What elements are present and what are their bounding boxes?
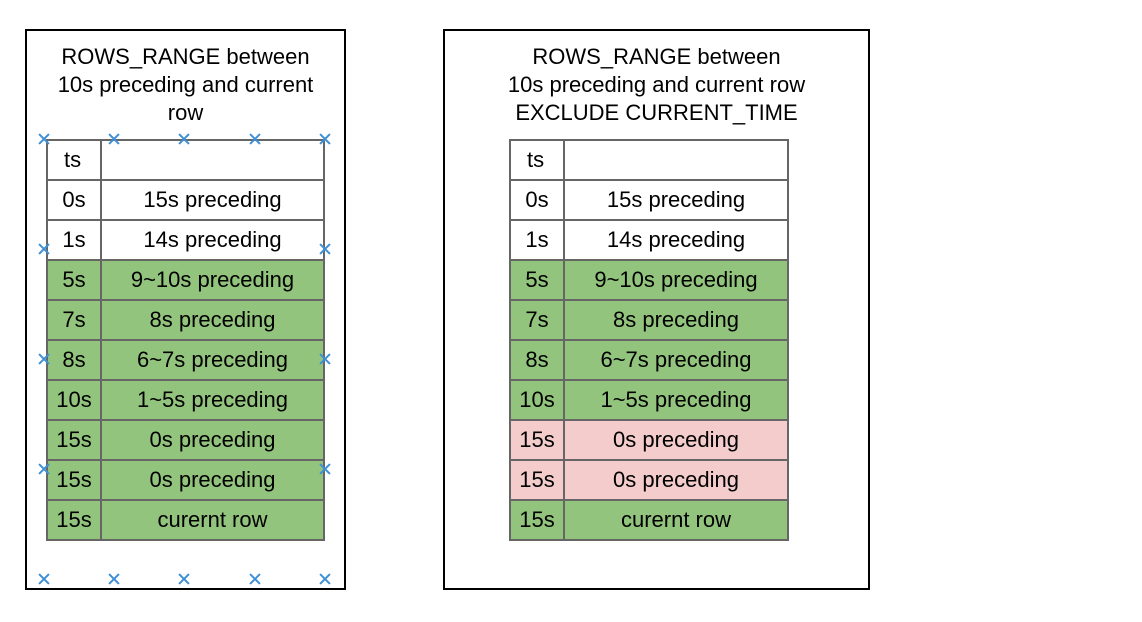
table-row: 7s 8s preceding [46,299,325,341]
desc-cell: curernt row [100,499,325,541]
selection-handle-icon[interactable] [178,573,190,585]
desc-cell: 6~7s preceding [100,339,325,381]
selection-handle-icon[interactable] [38,573,50,585]
ts-cell: 15s [46,499,102,541]
ts-cell: 0s [46,179,102,221]
selection-handle-icon[interactable] [38,243,50,255]
ts-cell: 8s [509,339,565,381]
selection-handle-icon[interactable] [319,463,331,475]
ts-cell: 7s [509,299,565,341]
desc-header-cell [100,139,325,181]
selection-handle-icon[interactable] [38,133,50,145]
selection-handle-icon[interactable] [38,353,50,365]
desc-cell: 0s preceding [563,419,789,461]
table-header-row: ts [509,139,789,181]
selection-handle-icon[interactable] [319,133,331,145]
desc-cell: 1~5s preceding [100,379,325,421]
rows-table: ts 0s 15s preceding 1s 14s preceding 5s … [509,139,789,541]
desc-cell: 15s preceding [100,179,325,221]
selection-handle-icon[interactable] [319,573,331,585]
ts-cell: 15s [46,419,102,461]
table-row: 15s 0s preceding [509,419,789,461]
table-row: 8s 6~7s preceding [509,339,789,381]
rows-table[interactable]: ts 0s 15s preceding 1s 14s preceding 5s … [46,139,325,541]
table-row: 15s 0s preceding [509,459,789,501]
selection-handle-icon[interactable] [249,573,261,585]
ts-cell: 1s [46,219,102,261]
desc-cell: 6~7s preceding [563,339,789,381]
table-row: 15s 0s preceding [46,459,325,501]
desc-cell: 8s preceding [563,299,789,341]
desc-cell: 14s preceding [563,219,789,261]
ts-cell: 0s [509,179,565,221]
table-row: 10s 1~5s preceding [509,379,789,421]
panel-title: ROWS_RANGE between 10s preceding and cur… [57,44,314,125]
table-row: 5s 9~10s preceding [46,259,325,301]
table-row: 1s 14s preceding [46,219,325,261]
selection-handle-icon[interactable] [38,463,50,475]
table-row: 0s 15s preceding [509,179,789,221]
selection-handle-icon[interactable] [108,573,120,585]
table-row: 8s 6~7s preceding [46,339,325,381]
desc-cell: 9~10s preceding [563,259,789,301]
selection-handle-icon[interactable] [108,133,120,145]
table-row: 1s 14s preceding [509,219,789,261]
ts-cell: 7s [46,299,102,341]
table-row: 0s 15s preceding [46,179,325,221]
window-diagram-right: ROWS_RANGE between 10s preceding and cur… [443,29,870,590]
table-row: 7s 8s preceding [509,299,789,341]
desc-cell: 0s preceding [100,459,325,501]
desc-cell: curernt row [563,499,789,541]
selection-handle-icon[interactable] [249,133,261,145]
window-diagram-left: ROWS_RANGE between 10s preceding and cur… [25,29,346,590]
desc-cell: 14s preceding [100,219,325,261]
desc-cell: 9~10s preceding [100,259,325,301]
desc-header-cell [563,139,789,181]
ts-cell: 15s [509,419,565,461]
desc-cell: 0s preceding [100,419,325,461]
desc-cell: 0s preceding [563,459,789,501]
ts-header-cell: ts [46,139,102,181]
table-row: 15s curernt row [46,499,325,541]
ts-cell: 8s [46,339,102,381]
ts-cell: 5s [46,259,102,301]
selection-handle-icon[interactable] [178,133,190,145]
ts-cell: 15s [509,499,565,541]
table-row: 10s 1~5s preceding [46,379,325,421]
table-row: 15s curernt row [509,499,789,541]
ts-cell: 10s [509,379,565,421]
ts-cell: 15s [509,459,565,501]
desc-cell: 15s preceding [563,179,789,221]
desc-cell: 8s preceding [100,299,325,341]
table-row: 5s 9~10s preceding [509,259,789,301]
panel-title: ROWS_RANGE between 10s preceding and cur… [507,44,806,125]
desc-cell: 1~5s preceding [563,379,789,421]
ts-cell: 10s [46,379,102,421]
ts-cell: 1s [509,219,565,261]
table-header-row: ts [46,139,325,181]
ts-cell: 15s [46,459,102,501]
ts-cell: 5s [509,259,565,301]
selection-handle-icon[interactable] [319,243,331,255]
ts-header-cell: ts [509,139,565,181]
table-row: 15s 0s preceding [46,419,325,461]
selection-handle-icon[interactable] [319,353,331,365]
